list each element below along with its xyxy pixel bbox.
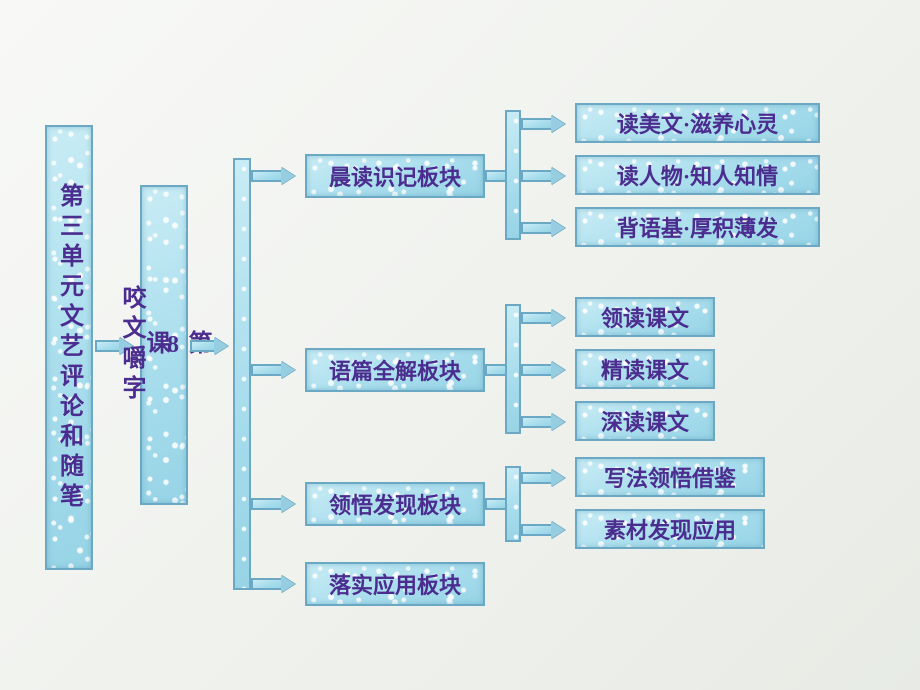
node-section-1: 晨读识记板块 — [305, 154, 485, 198]
sec3-bracket-v — [505, 466, 521, 542]
level2-mid: 课 — [143, 330, 167, 360]
arrow-sec1-leaf1 — [551, 115, 565, 133]
arrow-spine-sec1 — [281, 167, 295, 185]
sec2-leaf3-stem — [521, 416, 551, 428]
connector-l1-l2-stem — [95, 340, 119, 352]
spine-vertical — [233, 158, 251, 590]
sec1-out-stem — [485, 170, 505, 182]
arrow-sec2-leaf3 — [551, 413, 565, 431]
arrow-sec2-leaf2 — [551, 361, 565, 379]
arrow-spine-sec4 — [281, 575, 295, 593]
sec2-leaf2-stem — [521, 364, 551, 376]
sec1-leaf3-stem — [521, 222, 551, 234]
level2-num: 8 — [167, 333, 185, 357]
level2-post: 咬文嚼字 — [119, 285, 143, 405]
arrow-spine-sec2 — [281, 361, 295, 379]
sec2-out-stem — [485, 364, 505, 376]
spine-to-sec4-stem — [251, 578, 281, 590]
node-leaf-2-2: 精读课文 — [575, 349, 715, 389]
node-leaf-2-1: 领读课文 — [575, 297, 715, 337]
sec1-leaf2-stem — [521, 170, 551, 182]
arrow-l2-spine — [214, 337, 228, 355]
node-leaf-1-2: 读人物·知人知情 — [575, 155, 820, 195]
node-leaf-3-1: 写法领悟借鉴 — [575, 457, 765, 497]
node-leaf-3-2: 素材发现应用 — [575, 509, 765, 549]
spine-to-sec1-stem — [251, 170, 281, 182]
arrow-sec1-leaf2 — [551, 167, 565, 185]
node-leaf-1-3: 背语基·厚积薄发 — [575, 207, 820, 247]
spine-to-sec3-stem — [251, 498, 281, 510]
arrow-spine-sec3 — [281, 495, 295, 513]
arrow-sec3-leaf2 — [551, 521, 565, 539]
arrow-sec1-leaf3 — [551, 219, 565, 237]
node-section-3: 领悟发现板块 — [305, 482, 485, 526]
node-leaf-1-1: 读美文·滋养心灵 — [575, 103, 820, 143]
sec3-leaf1-stem — [521, 472, 551, 484]
spine-to-sec2-stem — [251, 364, 281, 376]
connector-l2-spine-stem — [190, 340, 214, 352]
sec2-leaf1-stem — [521, 312, 551, 324]
sec1-bracket-v — [505, 110, 521, 240]
sec2-bracket-v — [505, 304, 521, 434]
sec1-leaf1-stem — [521, 118, 551, 130]
node-leaf-2-3: 深读课文 — [575, 401, 715, 441]
arrow-sec2-leaf1 — [551, 309, 565, 327]
sec3-out-stem — [485, 498, 505, 510]
sec3-leaf2-stem — [521, 524, 551, 536]
node-level2-lesson: 第 8 课 咬文嚼字 — [140, 185, 188, 505]
node-section-2: 语篇全解板块 — [305, 348, 485, 392]
arrow-sec3-leaf1 — [551, 469, 565, 487]
node-level1-unit: 第三单元文艺评论和随笔 — [45, 125, 93, 570]
node-section-4: 落实应用板块 — [305, 562, 485, 606]
